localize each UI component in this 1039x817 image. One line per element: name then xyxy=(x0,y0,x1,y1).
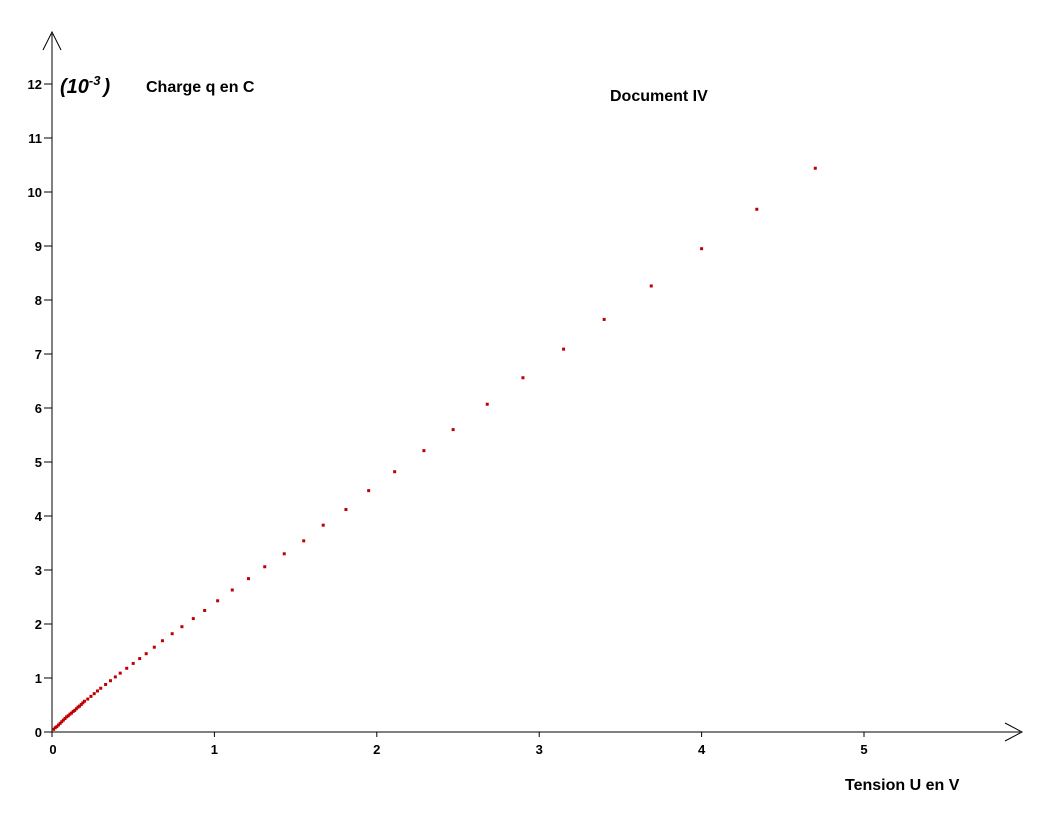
data-point xyxy=(61,718,65,722)
data-point xyxy=(108,679,112,683)
data-point xyxy=(247,577,251,581)
data-point xyxy=(263,565,267,569)
data-point xyxy=(99,686,103,690)
data-point xyxy=(230,588,234,592)
data-point xyxy=(113,675,117,679)
data-point xyxy=(282,552,286,556)
data-point xyxy=(104,682,108,686)
y-tick-label: 0 xyxy=(35,725,42,740)
data-point xyxy=(152,645,156,649)
data-point xyxy=(89,694,93,698)
data-point xyxy=(700,247,704,251)
data-point xyxy=(755,207,759,211)
y-axis-label: Charge q en C xyxy=(146,79,255,96)
data-point xyxy=(180,625,184,629)
y-tick-label: 5 xyxy=(35,455,42,470)
data-point xyxy=(82,699,86,703)
y-axis-label-factor-open: (10 xyxy=(60,76,89,98)
y-tick-label: 8 xyxy=(35,293,42,308)
data-point xyxy=(321,523,325,527)
data-point xyxy=(160,639,164,643)
data-points xyxy=(52,166,817,731)
data-point xyxy=(56,723,60,727)
data-point xyxy=(602,317,606,321)
y-tick-label: 3 xyxy=(35,563,42,578)
data-point xyxy=(60,720,64,724)
x-axis-arrow xyxy=(1004,722,1024,742)
data-point xyxy=(144,652,148,656)
data-point xyxy=(203,609,207,612)
document-label: Document IV xyxy=(610,88,708,105)
data-point xyxy=(170,632,174,636)
y-tick-label: 11 xyxy=(28,131,42,146)
data-point xyxy=(79,702,83,706)
data-point xyxy=(53,726,57,730)
data-point xyxy=(451,428,455,432)
y-tick-label: 10 xyxy=(28,185,42,200)
data-point xyxy=(58,721,62,725)
data-point xyxy=(52,727,56,731)
data-point xyxy=(74,707,78,711)
data-point xyxy=(55,725,59,729)
data-point xyxy=(71,709,75,713)
data-point xyxy=(367,489,371,493)
y-axis-label-factor: (10-3) xyxy=(60,73,110,98)
y-tick-label: 7 xyxy=(35,347,42,362)
data-point xyxy=(118,671,122,675)
y-axis-label-factor-close: ) xyxy=(101,76,110,98)
data-point xyxy=(66,714,70,718)
data-point xyxy=(344,508,348,512)
data-point xyxy=(485,402,489,406)
data-point xyxy=(393,470,397,474)
data-point xyxy=(649,284,653,288)
data-point xyxy=(81,701,85,705)
data-point xyxy=(813,166,817,170)
data-point xyxy=(521,376,525,380)
y-tick-label: 12 xyxy=(28,77,42,92)
y-tick-label: 4 xyxy=(35,509,43,524)
data-point xyxy=(73,708,77,712)
data-point xyxy=(92,692,96,696)
data-point xyxy=(302,539,306,543)
data-point xyxy=(138,657,142,661)
data-point xyxy=(86,697,90,701)
data-point xyxy=(65,715,69,719)
data-point xyxy=(68,712,72,716)
data-point xyxy=(216,599,220,603)
data-point xyxy=(69,711,73,715)
data-point xyxy=(63,717,67,720)
x-tick-label: 3 xyxy=(536,742,543,757)
y-tick-label: 1 xyxy=(35,671,42,686)
x-axis-label: Tension U en V xyxy=(845,777,960,794)
data-point xyxy=(422,449,426,453)
data-point xyxy=(562,347,566,351)
data-point xyxy=(78,704,82,708)
data-point xyxy=(95,689,99,693)
x-tick-label: 1 xyxy=(211,742,218,757)
x-ticks: 0 1 2 3 4 5 xyxy=(49,732,868,757)
data-point xyxy=(125,666,129,670)
data-point xyxy=(131,661,135,665)
x-tick-label: 2 xyxy=(373,742,380,757)
y-axis-arrow xyxy=(42,30,62,51)
data-point xyxy=(191,617,195,621)
data-point xyxy=(76,705,80,709)
y-tick-label: 2 xyxy=(35,617,42,632)
y-tick-label: 6 xyxy=(35,401,42,416)
x-tick-label: 5 xyxy=(860,742,867,757)
x-tick-label: 4 xyxy=(698,742,706,757)
x-tick-label: 0 xyxy=(49,742,56,757)
y-tick-label: 9 xyxy=(35,239,42,254)
y-axis-label-exponent: -3 xyxy=(89,73,101,88)
